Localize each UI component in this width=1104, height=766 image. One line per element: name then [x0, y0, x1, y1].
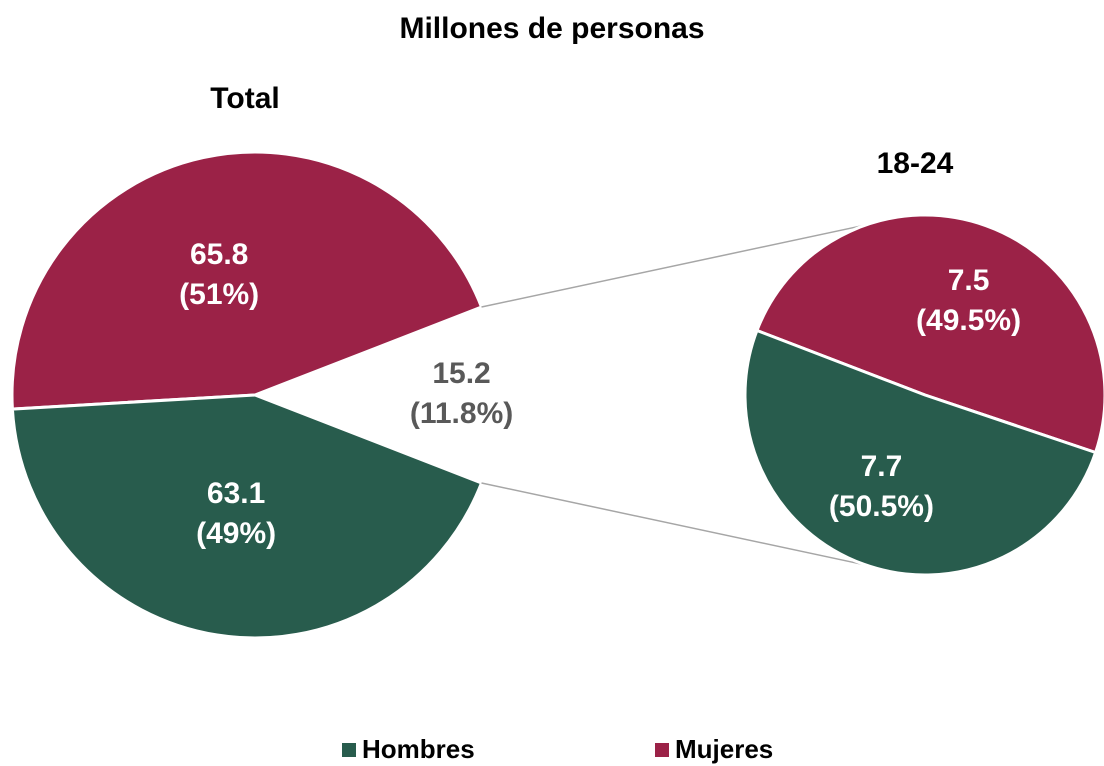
data-label: (11.8%): [410, 397, 513, 430]
pie-slice: [10, 150, 484, 411]
pie-slice: [743, 328, 1098, 577]
chart-title: Millones de personas: [399, 12, 704, 45]
data-label: 7.5: [948, 264, 990, 297]
data-label: (49%): [196, 517, 276, 550]
legend-swatch: [655, 743, 669, 757]
legend-label: Mujeres: [675, 734, 773, 764]
data-label: 63.1: [207, 477, 265, 510]
legend-label: Hombres: [362, 734, 475, 764]
connector-line: [481, 482, 867, 566]
pie-slice: [10, 393, 484, 640]
connector-line: [481, 224, 867, 308]
pie-title: 18-24: [877, 147, 954, 180]
data-label: (49.5%): [916, 304, 1021, 337]
legend-swatch: [342, 743, 356, 757]
data-label: (51%): [179, 278, 259, 311]
data-label: (50.5%): [829, 490, 934, 523]
pie-title: Total: [210, 82, 279, 115]
data-label: 65.8: [190, 238, 248, 271]
data-label: 15.2: [432, 357, 490, 390]
data-label: 7.7: [861, 450, 903, 483]
